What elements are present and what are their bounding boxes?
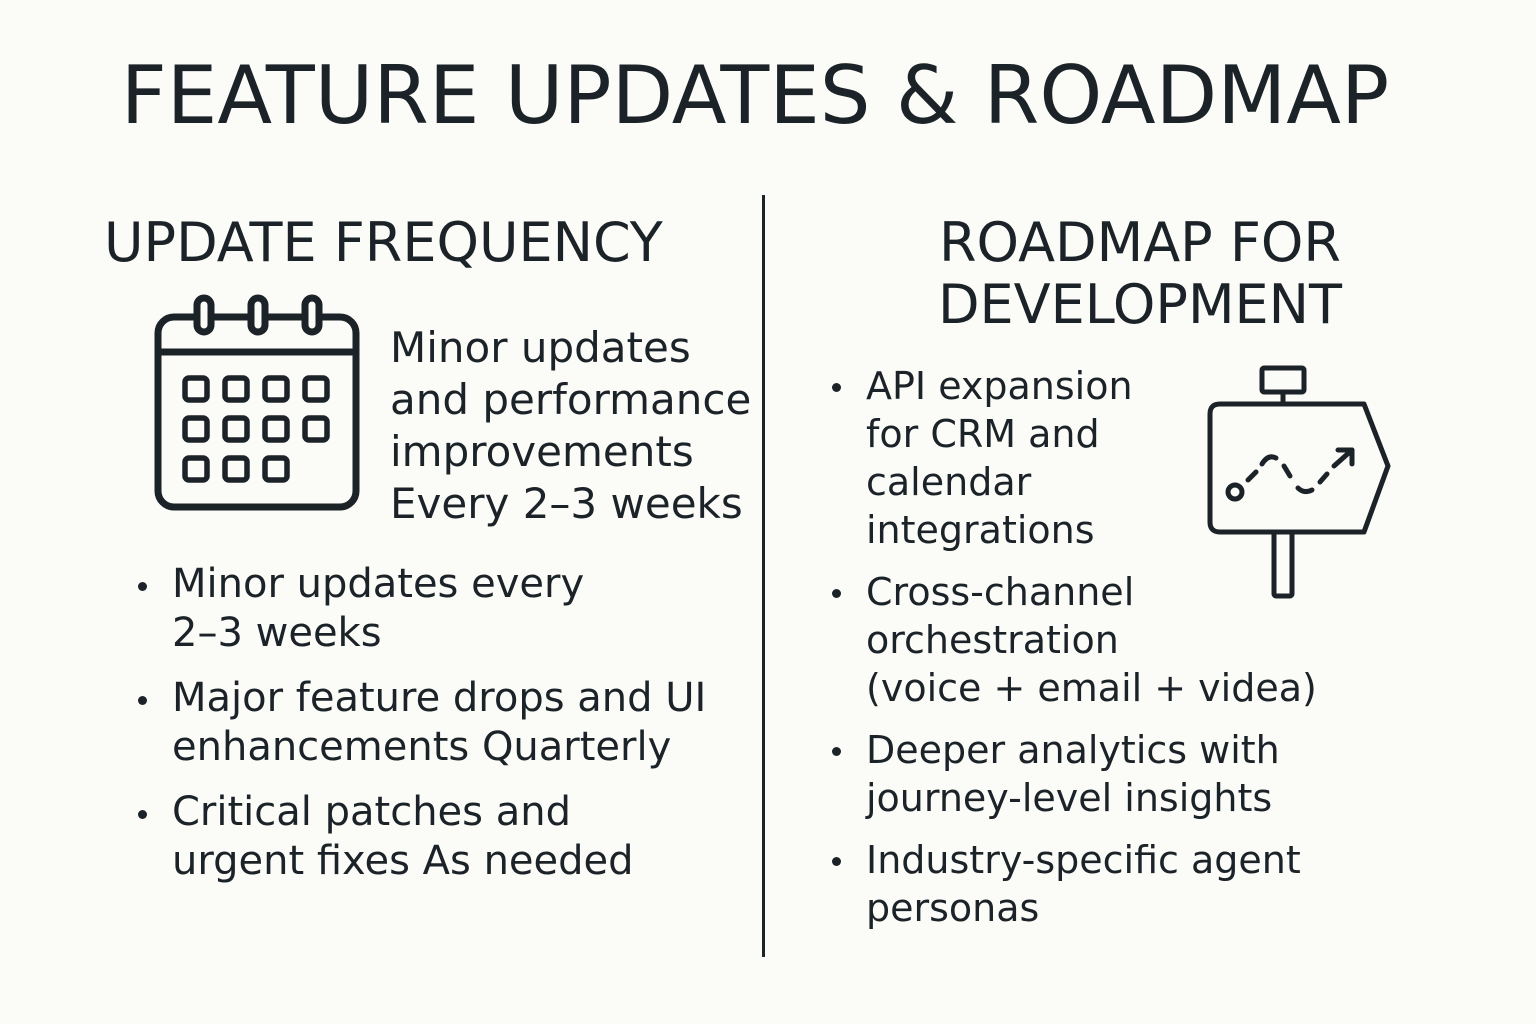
list-item-text: Minor updates every 2–3 weeks [172,561,585,656]
list-item-text: Cross-channel orchestration (voice + email… [866,570,1317,710]
list-item-text: Industry-specific agent personas [866,838,1301,930]
bullet-dot [138,696,147,705]
calendar-icon [154,294,360,511]
summary-line: and performance [390,375,752,424]
list-item: API expansion for CRM and calendar integrat… [828,362,1388,554]
roadmap-sign-icon [1207,365,1391,599]
bullet-dot [832,747,841,756]
bullet-dot [832,857,841,866]
list-item: Deeper analytics with journey-level insig… [828,726,1388,822]
update-summary: Minor updates and performance improvemen… [390,322,751,530]
summary-line: Every 2–3 weeks [390,479,743,528]
list-item: Major feature drops and UI enhancements Q… [134,674,754,772]
update-frequency-list: Minor updates every 2–3 weeks Major featu… [134,560,754,902]
bullet-dot [138,810,147,819]
column-divider [762,195,765,957]
update-frequency-heading: UPDATE FREQUENCY [104,211,663,274]
summary-line: Minor updates [390,323,691,372]
summary-line: improvements [390,427,694,476]
roadmap-heading-line: ROADMAP FOR [939,211,1341,274]
list-item: Cross-channel orchestration (voice + email… [828,568,1388,712]
list-item: Minor updates every 2–3 weeks [134,560,754,658]
list-item-text: Major feature drops and UI enhancements Q… [172,675,707,770]
list-item-text: Critical patches and urgent fixes As need… [172,789,634,884]
roadmap-heading-line: DEVELOPMENT [937,273,1343,336]
roadmap-list: API expansion for CRM and calendar integrat… [828,362,1388,946]
list-item: Critical patches and urgent fixes As need… [134,788,754,886]
bullet-dot [138,582,147,591]
list-item-text: Deeper analytics with journey-level insig… [866,728,1280,820]
list-item: Industry-specific agent personas [828,836,1388,932]
list-item-text: API expansion for CRM and calendar integrat… [866,364,1133,552]
bullet-dot [832,589,841,598]
page-title: FEATURE UPDATES & ROADMAP [120,49,1390,142]
bullet-dot [832,383,841,392]
roadmap-heading: ROADMAP FOR DEVELOPMENT [880,212,1400,336]
